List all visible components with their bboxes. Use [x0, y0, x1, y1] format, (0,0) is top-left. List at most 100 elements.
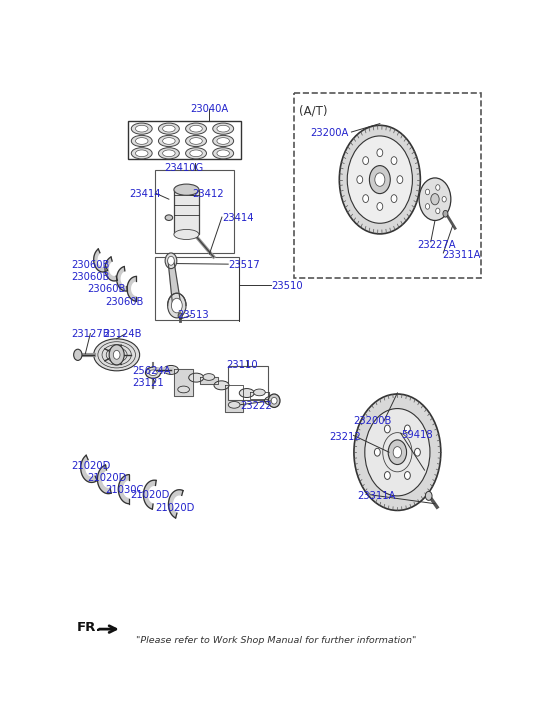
Ellipse shape [165, 215, 172, 220]
Circle shape [363, 195, 369, 203]
Ellipse shape [229, 401, 240, 408]
Ellipse shape [213, 123, 233, 134]
Text: 23517: 23517 [228, 260, 260, 270]
Circle shape [425, 204, 430, 209]
Ellipse shape [132, 123, 152, 134]
Text: 23060B: 23060B [87, 284, 126, 294]
Text: 23414: 23414 [222, 213, 253, 223]
Text: 23124B: 23124B [103, 329, 141, 339]
Text: 23412: 23412 [192, 189, 224, 199]
Circle shape [391, 195, 397, 203]
Circle shape [377, 203, 383, 210]
Polygon shape [116, 267, 127, 291]
Text: 23414: 23414 [129, 189, 161, 199]
Polygon shape [105, 257, 118, 281]
Text: 23200A: 23200A [310, 127, 349, 137]
Ellipse shape [135, 150, 148, 156]
Circle shape [436, 208, 440, 214]
Text: 23060B: 23060B [105, 297, 143, 307]
Ellipse shape [265, 396, 280, 405]
Text: 23410G: 23410G [164, 164, 203, 173]
Ellipse shape [146, 367, 161, 378]
Circle shape [363, 157, 369, 164]
Circle shape [377, 149, 383, 156]
Ellipse shape [189, 373, 204, 382]
Ellipse shape [185, 135, 206, 147]
Polygon shape [168, 293, 186, 305]
Circle shape [404, 425, 410, 433]
Ellipse shape [190, 150, 202, 156]
Text: 59418: 59418 [400, 430, 432, 440]
Ellipse shape [135, 125, 148, 132]
Ellipse shape [163, 137, 175, 145]
Circle shape [404, 472, 410, 479]
Bar [174, 190, 199, 235]
Polygon shape [94, 249, 107, 272]
Ellipse shape [217, 125, 230, 132]
Ellipse shape [213, 135, 233, 147]
Ellipse shape [268, 394, 280, 407]
Circle shape [375, 449, 380, 456]
Polygon shape [127, 276, 136, 301]
Text: 21020D: 21020D [72, 461, 111, 471]
Polygon shape [81, 455, 97, 483]
Ellipse shape [203, 374, 215, 380]
Text: 23212: 23212 [330, 432, 362, 441]
Ellipse shape [217, 137, 230, 145]
Bar [155, 257, 239, 320]
Text: 23040A: 23040A [190, 104, 229, 114]
Text: 21020D: 21020D [130, 490, 169, 500]
Circle shape [357, 176, 363, 183]
Polygon shape [199, 377, 218, 384]
Ellipse shape [174, 230, 199, 239]
Ellipse shape [132, 148, 152, 159]
Circle shape [365, 409, 430, 496]
Text: 23510: 23510 [271, 281, 303, 291]
Circle shape [369, 166, 390, 193]
Bar [294, 93, 481, 278]
Circle shape [391, 157, 397, 164]
Polygon shape [143, 481, 156, 509]
Text: "Please refer to Work Shop Manual for further information": "Please refer to Work Shop Manual for fu… [136, 636, 417, 645]
Circle shape [393, 446, 402, 458]
Bar [228, 366, 268, 400]
Text: 23127B: 23127B [72, 329, 110, 339]
Circle shape [443, 210, 448, 217]
Text: 23311A: 23311A [443, 249, 481, 260]
Circle shape [165, 253, 177, 268]
Ellipse shape [74, 349, 82, 361]
Circle shape [354, 394, 441, 510]
Ellipse shape [163, 125, 175, 132]
Text: 23311A: 23311A [358, 491, 396, 502]
Text: 23513: 23513 [177, 310, 209, 320]
Circle shape [388, 440, 406, 465]
Ellipse shape [253, 389, 265, 395]
Text: 21020D: 21020D [87, 473, 127, 483]
Ellipse shape [185, 148, 206, 159]
Ellipse shape [239, 388, 254, 398]
Polygon shape [175, 369, 193, 396]
Polygon shape [169, 490, 183, 518]
Circle shape [347, 136, 412, 223]
Circle shape [436, 185, 440, 190]
Circle shape [178, 313, 182, 318]
Circle shape [419, 178, 451, 220]
Ellipse shape [174, 184, 199, 196]
Circle shape [425, 189, 430, 195]
Ellipse shape [190, 137, 202, 145]
Circle shape [414, 449, 420, 456]
Bar [155, 170, 234, 253]
Ellipse shape [217, 150, 230, 156]
Circle shape [397, 176, 403, 183]
Ellipse shape [163, 150, 175, 156]
Text: 21030C: 21030C [105, 485, 143, 494]
Ellipse shape [163, 366, 178, 374]
Polygon shape [98, 465, 111, 494]
Circle shape [425, 491, 432, 500]
Text: (A/T): (A/T) [299, 104, 327, 117]
Polygon shape [168, 261, 181, 305]
Text: 21020D: 21020D [155, 502, 195, 513]
Ellipse shape [158, 123, 179, 134]
Ellipse shape [190, 125, 202, 132]
Ellipse shape [185, 123, 206, 134]
